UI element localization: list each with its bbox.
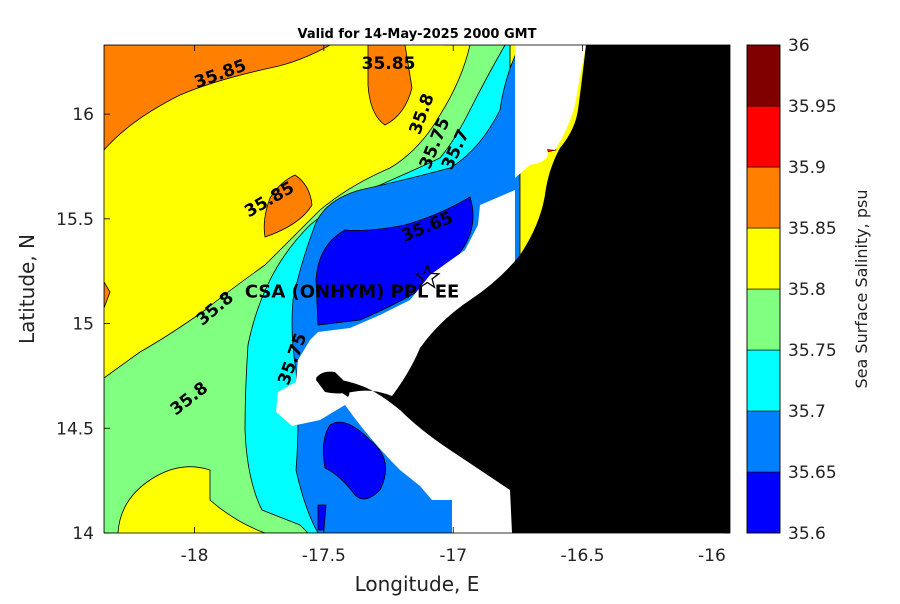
- x-tick-label: -16.5: [561, 546, 605, 566]
- colorbar-tick-label: 35.8: [788, 280, 826, 300]
- y-tick-label: 14: [72, 524, 94, 544]
- colorbar-segment: [746, 105, 781, 168]
- colorbar-tick-label: 35.7: [788, 402, 826, 422]
- band-35.6-35.65-south: [322, 421, 387, 500]
- colorbar-segment: [746, 410, 781, 473]
- colorbar-segment: [746, 349, 781, 412]
- colorbar-tick-label: 35.6: [788, 524, 826, 544]
- colorbar-label: Sea Surface Salinity, psu: [852, 190, 871, 389]
- colorbar-tick-label: 35.95: [788, 97, 837, 117]
- contour-label: 35.85: [362, 54, 416, 74]
- x-tick-label: -17.5: [302, 546, 346, 566]
- plot-frame: [103, 44, 731, 534]
- y-axis-label: Latitude, N: [15, 234, 39, 344]
- band-35.85-35.9-central: [263, 174, 313, 238]
- colorbar-tick-label: 35.9: [788, 158, 826, 178]
- y-tick-label: 15.5: [56, 210, 94, 230]
- x-tick-label: -16: [698, 546, 726, 566]
- chart-title: Valid for 14-May-2025 2000 GMT: [298, 27, 537, 42]
- salinity-map: [104, 45, 730, 533]
- site-marker: CSA (ONHYM) PPL EE: [245, 263, 460, 302]
- colorbar-tick-label: 36: [788, 36, 810, 56]
- site-label: CSA (ONHYM) PPL EE: [245, 281, 460, 302]
- colorbar-segment: [746, 44, 781, 107]
- x-axis: -18 -17.5 -17 -16.5 -16: [181, 45, 726, 566]
- colorbar-segment: [746, 227, 781, 290]
- band-35.85-35.9-north: [367, 45, 413, 126]
- colorbar: 35.6 35.65 35.7 35.75 35.8 35.85 35.9 35.95 36: [746, 36, 837, 544]
- y-axis: 14 14.5 15 15.5 16: [56, 105, 730, 544]
- x-axis-label: Longitude, E: [355, 572, 480, 596]
- colorbar-segment: [746, 471, 781, 534]
- colorbar-tick-label: 35.85: [788, 219, 837, 239]
- colorbar-segment: [746, 288, 781, 351]
- colorbar-tick-label: 35.75: [788, 341, 837, 361]
- colorbar-segment: [746, 166, 781, 229]
- colorbar-tick-label: 35.65: [788, 463, 837, 483]
- site-star-icon: [414, 263, 441, 289]
- x-tick-label: -18: [181, 546, 209, 566]
- y-tick-label: 15: [72, 315, 94, 335]
- cap-vert-peninsula: [316, 371, 350, 397]
- band-35.85-35.9-northwest: [104, 45, 331, 151]
- land-mass: [316, 45, 730, 533]
- y-tick-label: 16: [72, 105, 94, 125]
- y-tick-label: 14.5: [56, 419, 94, 439]
- colorbar-frame: [746, 44, 781, 534]
- band-35.6-35.65-north: [315, 196, 474, 326]
- band-35.85-35.9-west-edge: [104, 281, 111, 309]
- x-tick-label: -17: [439, 546, 467, 566]
